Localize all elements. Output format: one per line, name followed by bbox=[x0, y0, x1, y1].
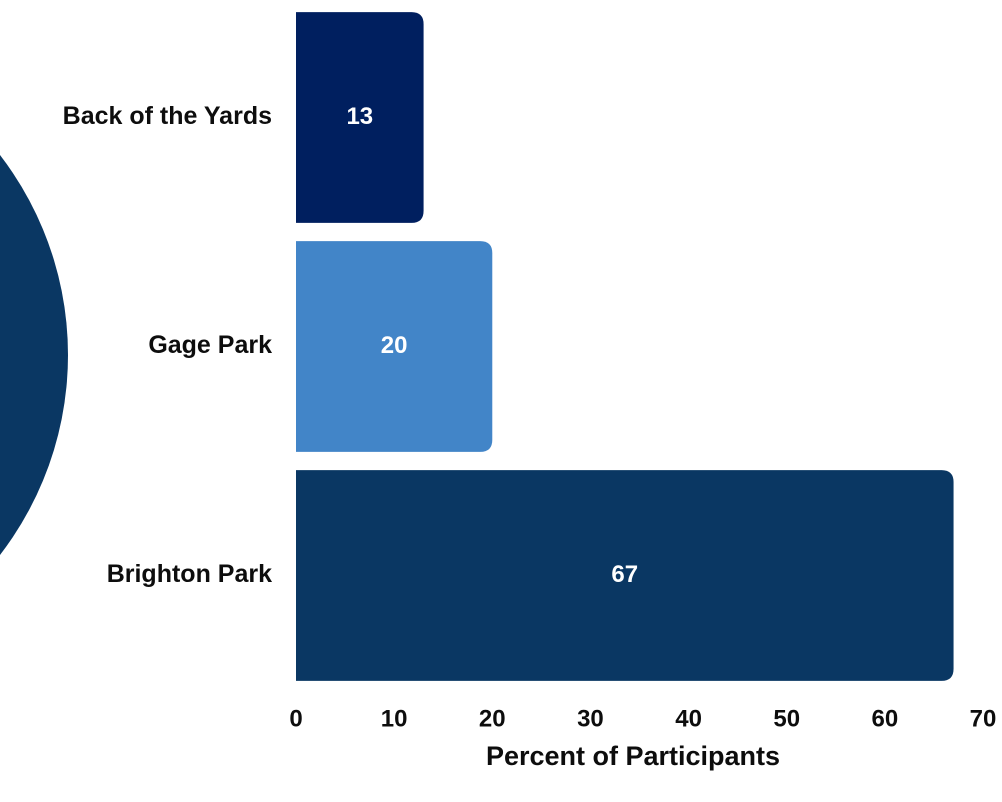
value-label: 67 bbox=[611, 561, 638, 588]
decorative-circle bbox=[0, 155, 68, 555]
x-tick-label: 0 bbox=[289, 705, 302, 732]
x-tick-label: 10 bbox=[381, 705, 408, 732]
y-tick-label: Brighton Park bbox=[107, 560, 272, 588]
bar bbox=[296, 241, 493, 452]
value-label: 13 bbox=[346, 103, 373, 130]
x-tick-label: 50 bbox=[773, 705, 800, 732]
x-axis-label: Percent of Participants bbox=[486, 741, 780, 771]
x-tick-label: 40 bbox=[675, 705, 702, 732]
x-tick-label: 70 bbox=[970, 705, 997, 732]
value-label: 20 bbox=[381, 332, 408, 359]
x-tick-label: 20 bbox=[479, 705, 506, 732]
y-tick-label: Back of the Yards bbox=[63, 102, 272, 130]
y-tick-label: Gage Park bbox=[148, 331, 272, 359]
x-tick-label: 60 bbox=[872, 705, 899, 732]
bar bbox=[296, 12, 424, 223]
bar bbox=[296, 470, 954, 681]
x-tick-label: 30 bbox=[577, 705, 604, 732]
